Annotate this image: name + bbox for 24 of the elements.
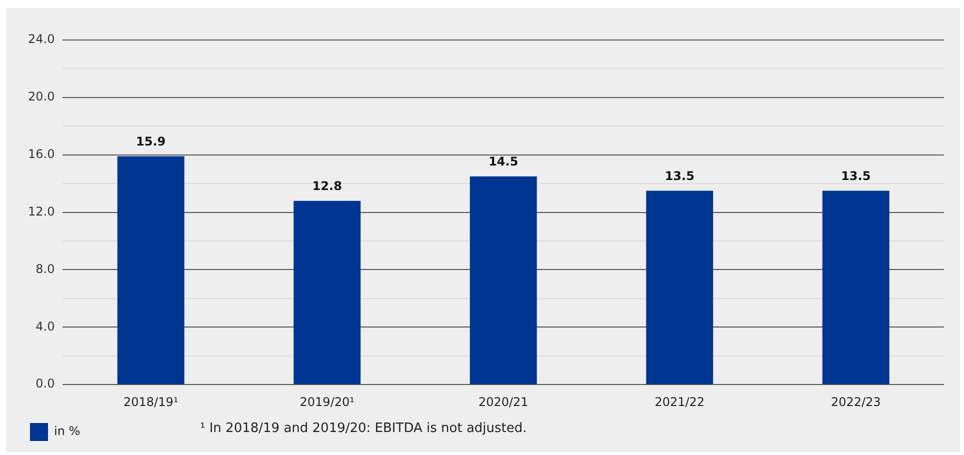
y-tick-label: 24.0 (28, 32, 55, 46)
y-tick-label: 8.0 (36, 262, 55, 276)
y-tick-label: 16.0 (28, 146, 55, 161)
x-tick-label: 2022/23 (830, 394, 881, 409)
data-label: 13.5 (841, 168, 871, 183)
y-tick-label: 20.0 (28, 90, 55, 104)
bar (470, 176, 537, 384)
data-label: 12.8 (312, 178, 342, 193)
text: ¹ In 2018/19 and 2019/20: EBITDA is not adjusted. (200, 421, 527, 436)
bar (294, 200, 361, 384)
legend-label: in % (54, 424, 80, 438)
y-tick-label: 12.0 (28, 204, 55, 218)
y-tick-label: 4.0 (36, 319, 55, 334)
data-label: 15.9 (136, 134, 166, 148)
data-label: 14.5 (488, 154, 518, 169)
x-tick-label: 2018/19¹ (124, 394, 178, 409)
bar (822, 190, 890, 384)
bar (117, 156, 184, 384)
x-tick-label: 2020/21 (478, 394, 528, 409)
x-tick-label: 2019/20¹ (300, 394, 355, 409)
x-tick-label: 2021/22 (654, 394, 705, 409)
bar (646, 190, 714, 384)
data-label: 13.5 (664, 168, 694, 183)
y-tick-label: 0.0 (36, 376, 55, 391)
